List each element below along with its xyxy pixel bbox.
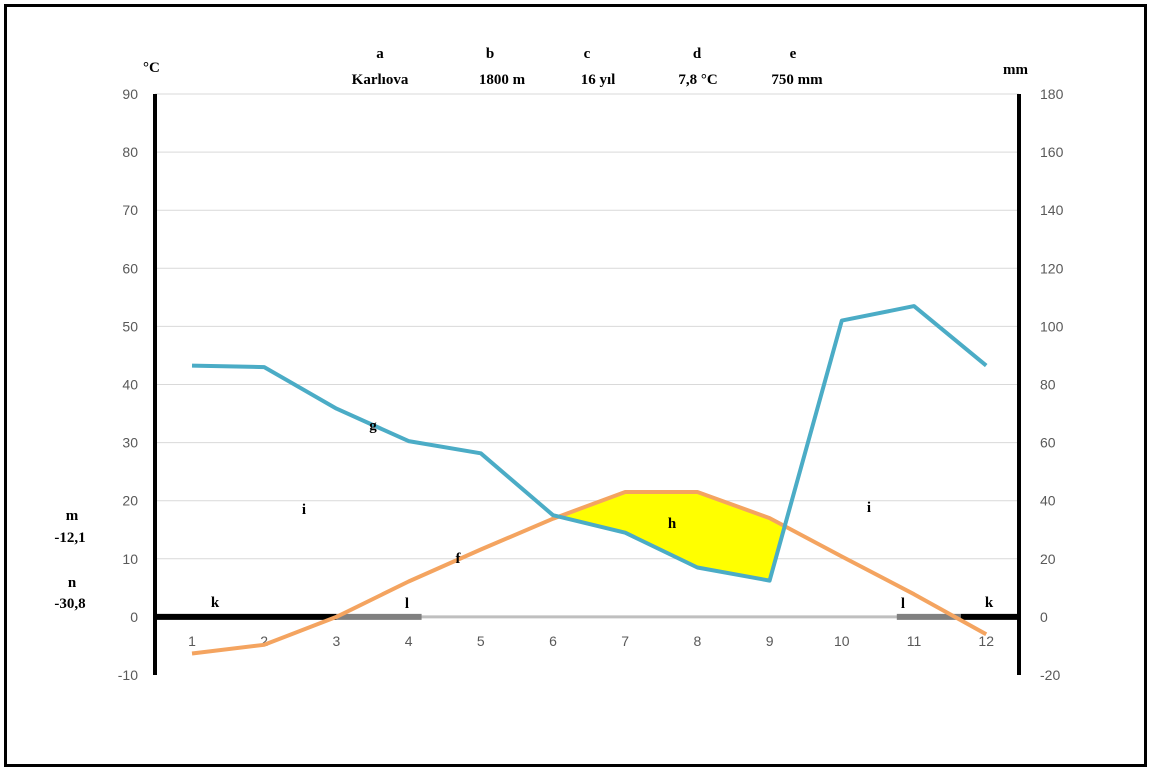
value-n: -30,8 [54, 596, 85, 612]
left-unit-label: °C [143, 60, 160, 76]
left-tick-label: -10 [118, 667, 138, 683]
left-tick-label: 0 [130, 609, 138, 625]
header-letter-c: c [584, 46, 591, 62]
header-letter-d: d [693, 46, 702, 62]
x-tick-label: 5 [477, 633, 485, 649]
right-tick-label: 20 [1040, 551, 1056, 567]
left-tick-label: 70 [122, 202, 138, 218]
label-i-left: i [302, 502, 306, 518]
label-m: m [66, 508, 79, 524]
x-tick-label: 9 [766, 633, 774, 649]
left-tick-label: 10 [122, 551, 138, 567]
axes [153, 94, 1021, 675]
label-g: g [369, 418, 377, 434]
x-tick-label: 8 [694, 633, 702, 649]
series-line-g [191, 304, 988, 583]
gridlines [155, 93, 1019, 560]
right-tick-label: 60 [1040, 435, 1056, 451]
right-tick-label: 120 [1040, 260, 1064, 276]
left-tick-label: 20 [122, 493, 138, 509]
right-tick-label: 180 [1040, 86, 1064, 102]
station-altitude: 1800 m [479, 72, 526, 88]
x-tick-label: 1 [188, 633, 196, 649]
left-tick-label: 50 [122, 318, 138, 334]
label-l-right: l [901, 596, 905, 612]
station-name: Karlıova [352, 72, 409, 88]
header-letter-e: e [790, 46, 797, 62]
left-tick-label: 30 [122, 435, 138, 451]
label-h: h [668, 516, 677, 532]
right-tick-label: 40 [1040, 493, 1056, 509]
tick-labels: 9080706050403020100-10180160140120100806… [118, 86, 1064, 683]
label-n: n [68, 575, 77, 591]
x-tick-label: 11 [907, 633, 922, 649]
left-tick-label: 80 [122, 144, 138, 160]
x-tick-label: 4 [405, 633, 413, 649]
label-i-right: i [867, 500, 871, 516]
label-f: f [456, 551, 462, 567]
left-tick-label: 90 [122, 86, 138, 102]
x-tick-label: 10 [834, 633, 850, 649]
series-line-f [191, 490, 988, 656]
right-tick-label: 0 [1040, 609, 1048, 625]
right-tick-label: -20 [1040, 667, 1060, 683]
value-m: -12,1 [54, 530, 85, 546]
right-tick-label: 160 [1040, 144, 1064, 160]
x-tick-label: 6 [549, 633, 557, 649]
series-lines [191, 304, 988, 656]
label-l-left: l [405, 596, 409, 612]
chart-frame [4, 4, 1147, 767]
label-k-right: k [985, 595, 994, 611]
x-tick-label: 7 [621, 633, 629, 649]
header-letter-b: b [486, 46, 494, 62]
right-tick-label: 140 [1040, 202, 1064, 218]
dry-period-area [558, 492, 785, 581]
annual-precipitation: 750 mm [771, 72, 823, 88]
x-tick-label: 12 [978, 633, 994, 649]
right-unit-label: mm [1003, 62, 1028, 78]
header-letter-a: a [376, 46, 384, 62]
x-tick-label: 3 [333, 633, 341, 649]
x-tick-label: 2 [260, 633, 268, 649]
right-tick-label: 80 [1040, 377, 1056, 393]
right-tick-label: 100 [1040, 318, 1064, 334]
observation-period: 16 yıl [581, 72, 616, 88]
left-tick-label: 60 [122, 260, 138, 276]
left-tick-label: 40 [122, 377, 138, 393]
label-k-left: k [211, 595, 220, 611]
mean-temperature: 7,8 °C [678, 72, 717, 88]
